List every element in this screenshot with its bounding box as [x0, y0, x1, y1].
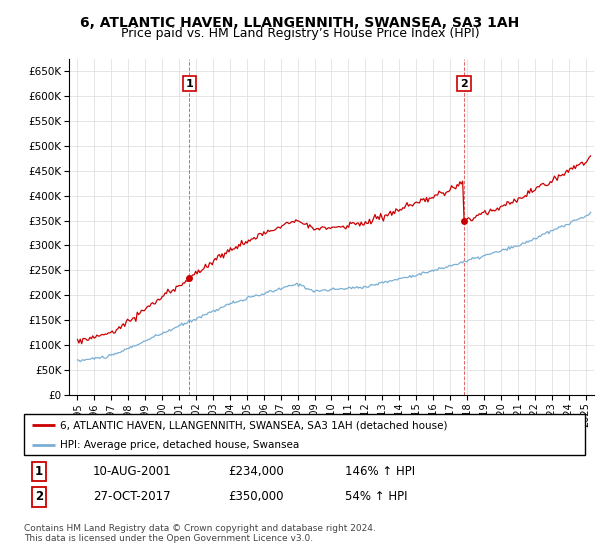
Text: 1: 1	[35, 465, 43, 478]
Text: 27-OCT-2017: 27-OCT-2017	[93, 490, 170, 503]
Text: 6, ATLANTIC HAVEN, LLANGENNITH, SWANSEA, SA3 1AH (detached house): 6, ATLANTIC HAVEN, LLANGENNITH, SWANSEA,…	[61, 421, 448, 430]
Text: 2: 2	[460, 79, 468, 88]
Text: Contains HM Land Registry data © Crown copyright and database right 2024.
This d: Contains HM Land Registry data © Crown c…	[24, 524, 376, 543]
Text: 2: 2	[35, 490, 43, 503]
FancyBboxPatch shape	[24, 414, 585, 455]
Text: £234,000: £234,000	[228, 465, 284, 478]
Text: 10-AUG-2001: 10-AUG-2001	[93, 465, 172, 478]
Text: 1: 1	[185, 79, 193, 88]
Text: Price paid vs. HM Land Registry’s House Price Index (HPI): Price paid vs. HM Land Registry’s House …	[121, 27, 479, 40]
Text: £350,000: £350,000	[228, 490, 284, 503]
Text: 146% ↑ HPI: 146% ↑ HPI	[345, 465, 415, 478]
Text: 54% ↑ HPI: 54% ↑ HPI	[345, 490, 407, 503]
Text: HPI: Average price, detached house, Swansea: HPI: Average price, detached house, Swan…	[61, 440, 300, 450]
Text: 6, ATLANTIC HAVEN, LLANGENNITH, SWANSEA, SA3 1AH: 6, ATLANTIC HAVEN, LLANGENNITH, SWANSEA,…	[80, 16, 520, 30]
